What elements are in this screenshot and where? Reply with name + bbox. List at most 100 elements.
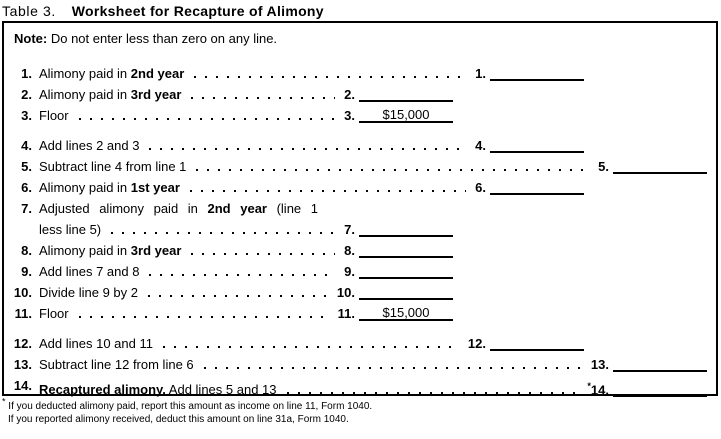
entry-line-10 [359,298,453,300]
row-line: Alimony paid in 3rd year 2. [39,87,453,103]
line-text: less line 5) [39,222,102,237]
line-text: Alimony paid in [39,243,131,258]
entry-line-12 [490,349,584,351]
line-text: Alimony paid in [39,66,131,81]
row-line: Subtract line 4 from line 1 5. [39,159,707,175]
dot-leader [149,148,467,150]
row-number: 6. [21,180,32,195]
worksheet-note: Note: Do not enter less than zero on any… [14,31,710,47]
note-label: Note: [14,31,48,46]
dot-leader [189,190,467,192]
row-content: Add lines 7 and 8 9. [39,264,453,280]
entry-value-3: $15,000 [382,107,430,122]
entry-line-11: $15,000 [359,305,453,321]
entry-line-4 [490,151,584,153]
line-text-bold: 1st year [130,180,180,195]
entry-number: 5. [598,159,609,174]
dot-leader [196,169,590,171]
entry-line-6 [490,193,584,195]
line-text-bold: 3rd year [130,87,182,102]
entry-line-2 [359,100,453,102]
worksheet-row-10: 10. Divide line 9 by 2 10. [10,285,710,301]
row-number: 9. [21,264,32,279]
entry-number: 13. [590,357,609,372]
row-line: Add lines 10 and 11 12. [39,336,584,352]
row-content: Alimony paid in 2nd year 1. [39,66,584,82]
entry-line-5 [613,172,707,174]
row-text: less line 5) [39,222,101,238]
row-number: 5. [21,159,32,174]
line-text: Floor [39,108,69,123]
row-number: 11. [14,306,32,321]
worksheet-row-3: 3. Floor 3. $15,000 [10,107,710,124]
row-text: Floor [39,108,69,124]
line-text: Alimony paid in [39,87,131,102]
entry-number: 3. [344,108,355,123]
row-text: Floor [39,306,69,322]
worksheet-row-12: 12. Add lines 10 and 11 12. [10,336,710,352]
entry-number: 4. [475,138,486,153]
dot-leader [194,76,467,78]
worksheet-row-2: 2. Alimony paid in 3rd year 2. [10,87,710,103]
row-number: 14. [13,378,32,393]
worksheet-row-7: 7. Adjusted alimony paid in 2nd year (lin… [10,201,710,238]
row-line: Add lines 7 and 8 9. [39,264,453,280]
line-text: Add lines 7 and 8 [39,264,140,279]
entry-number: *14. [587,381,609,398]
line-text: Add lines 10 and 11 [39,336,153,351]
row-number: 3. [21,108,32,123]
row-line: Recaptured alimony. Add lines 5 and 13 *1… [39,378,707,398]
entry-number: 9. [344,264,355,279]
dot-leader [191,97,336,99]
entry-number: 1. [475,66,486,81]
entry-number: 8. [344,243,355,258]
line-text: Adjusted alimony paid in [39,201,208,216]
row-number: 4. [21,138,32,153]
worksheet-row-11: 11. Floor 11. $15,000 [10,305,710,322]
worksheet-row-8: 8. Alimony paid in 3rd year 8. [10,243,710,259]
row-text: Add lines 10 and 11 [39,336,153,352]
worksheet-rows: 1. Alimony paid in 2nd year 1. 2. Alimony pa… [10,66,710,398]
entry-line-9 [359,277,453,279]
entry-number: 10. [336,285,355,300]
row-content: Subtract line 12 from line 6 13. [39,357,707,373]
note-text: Do not enter less than zero on any line. [50,31,278,46]
dot-leader [286,392,579,395]
row-content: Floor 3. $15,000 [39,107,453,124]
dot-leader [78,118,336,120]
row-content: Subtract line 4 from line 1 5. [39,159,707,175]
dot-leader [162,346,459,348]
dot-leader [191,253,336,255]
row-number: 1. [21,66,32,81]
row-line: less line 5) 7. [39,222,453,238]
row-text: Alimony paid in 3rd year [39,243,181,259]
row-text: Add lines 2 and 3 [39,138,139,154]
row-content: Adjusted alimony paid in 2nd year (line … [39,201,453,238]
row-text: Subtract line 4 from line 1 [39,159,186,175]
entry-number: 6. [475,180,486,195]
entry-line-3: $15,000 [359,107,453,123]
footnote-line-2: If you reported alimony received, deduct… [8,414,349,425]
dot-leader [203,367,582,369]
line-text-bold: 2nd year [207,201,267,216]
row-content: Add lines 2 and 3 4. [39,138,584,154]
table-title: Table 3. Worksheet for Recapture of Alim… [0,0,721,23]
entry-line-13 [613,370,707,372]
entry-number: 11. [337,306,355,321]
row-content: Divide line 9 by 2 10. [39,285,453,301]
worksheet-box: Note: Do not enter less than zero on any… [2,21,718,398]
line-text: Subtract line 12 from line 6 [39,357,194,372]
footnote-asterisk: * [2,396,6,407]
line-text-bold: 2nd year [130,66,185,81]
row-text: Add lines 7 and 8 [39,264,139,280]
row-number: 7. [21,201,32,216]
row-number: 10. [13,285,32,300]
row-number: 2. [21,87,32,102]
row-line: Alimony paid in 1st year 6. [39,180,584,196]
row-number: 12. [13,336,32,351]
line-text: Add lines 5 and 13 [165,382,277,398]
worksheet-row-9: 9. Add lines 7 and 8 9. [10,264,710,280]
dot-leader [148,295,328,297]
table-number: Table 3. [2,3,56,19]
